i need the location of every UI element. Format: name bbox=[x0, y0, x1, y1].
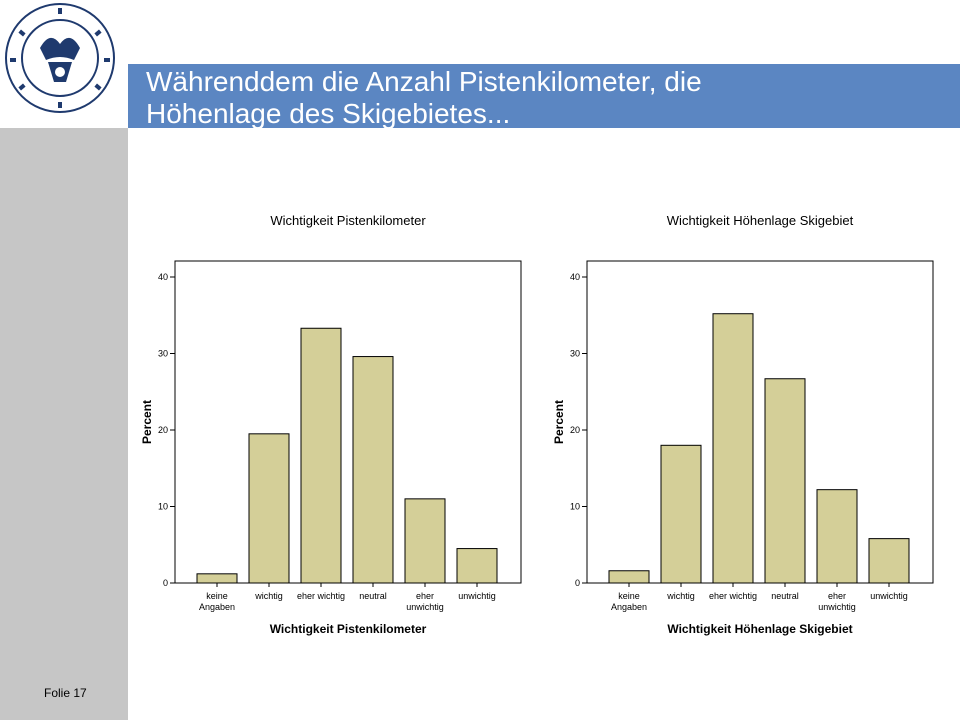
x-tick-label: unwichtig bbox=[406, 602, 444, 612]
y-tick-label: 10 bbox=[570, 502, 580, 512]
slide-title-line2: Höhenlage des Skigebietes... bbox=[146, 98, 511, 128]
bar-keine-angaben bbox=[196, 573, 238, 584]
chart-title: Wichtigkeit Pistenkilometer bbox=[270, 213, 426, 228]
y-tick-label: 10 bbox=[158, 502, 168, 512]
university-logo bbox=[0, 0, 128, 128]
bar-eher-unwichtig bbox=[816, 489, 858, 584]
university-seal-icon bbox=[5, 3, 115, 113]
x-tick-label: unwichtig bbox=[870, 591, 908, 601]
plot-frame bbox=[586, 260, 934, 584]
plot-frame bbox=[174, 260, 522, 584]
x-tick-label: unwichtig bbox=[458, 591, 496, 601]
y-tick-label: 30 bbox=[158, 349, 168, 359]
bar-eher-wichtig bbox=[300, 327, 342, 584]
bar-eher-wichtig bbox=[712, 313, 754, 584]
bar-keine-angaben bbox=[608, 570, 650, 584]
x-tick-label: eher bbox=[828, 591, 846, 601]
bar-neutral bbox=[352, 356, 394, 584]
x-tick-label: eher wichtig bbox=[709, 591, 757, 601]
slide-title: Währenddem die Anzahl Pistenkilometer, d… bbox=[146, 66, 946, 128]
bar-chart-hoehenlage: Wichtigkeit Höhenlage Skigebiet 0 10 20 30 40… bbox=[552, 213, 934, 636]
y-axis-label: Percent bbox=[552, 400, 566, 444]
x-tick-label: keine bbox=[618, 591, 640, 601]
bar-eher-unwichtig bbox=[404, 498, 446, 584]
y-tick-label: 20 bbox=[570, 425, 580, 435]
bar-unwichtig bbox=[456, 548, 498, 584]
x-tick-label: wichtig bbox=[666, 591, 695, 601]
bar-wichtig bbox=[660, 444, 702, 584]
x-tick-label: unwichtig bbox=[818, 602, 856, 612]
chart-title: Wichtigkeit Höhenlage Skigebiet bbox=[667, 213, 854, 228]
slide-footer: Folie 17 bbox=[44, 686, 87, 700]
x-tick-label: Angaben bbox=[199, 602, 235, 612]
y-tick-label: 40 bbox=[570, 272, 580, 282]
x-tick-label: wichtig bbox=[254, 591, 283, 601]
x-tick-label: neutral bbox=[359, 591, 387, 601]
bar-unwichtig bbox=[868, 538, 910, 584]
y-tick-label: 30 bbox=[570, 349, 580, 359]
x-tick-label: eher bbox=[416, 591, 434, 601]
x-axis-label: Wichtigkeit Höhenlage Skigebiet bbox=[667, 622, 852, 636]
y-tick-label: 40 bbox=[158, 272, 168, 282]
y-tick-label: 20 bbox=[158, 425, 168, 435]
y-axis-label: Percent bbox=[140, 400, 154, 444]
x-tick-label: Angaben bbox=[611, 602, 647, 612]
bar-neutral bbox=[764, 378, 806, 584]
title-band: Währenddem die Anzahl Pistenkilometer, d… bbox=[128, 64, 960, 128]
x-axis-label: Wichtigkeit Pistenkilometer bbox=[270, 622, 427, 636]
slide-title-line1: Währenddem die Anzahl Pistenkilometer, d… bbox=[146, 66, 702, 97]
chart-pistenkilometer: Wichtigkeit Pistenkilometer 0 10 20 30 40 Perc… bbox=[140, 205, 530, 645]
x-tick-label: neutral bbox=[771, 591, 799, 601]
bar-wichtig bbox=[248, 433, 290, 584]
x-tick-label: eher wichtig bbox=[297, 591, 345, 601]
chart-hoehenlage: Wichtigkeit Höhenlage Skigebiet 0 10 20 30 40… bbox=[552, 205, 942, 645]
bar-chart-pistenkilometer: Wichtigkeit Pistenkilometer 0 10 20 30 40 Perc… bbox=[140, 213, 522, 636]
x-tick-label: keine bbox=[206, 591, 228, 601]
y-tick-label: 0 bbox=[163, 578, 168, 588]
y-tick-label: 0 bbox=[575, 578, 580, 588]
